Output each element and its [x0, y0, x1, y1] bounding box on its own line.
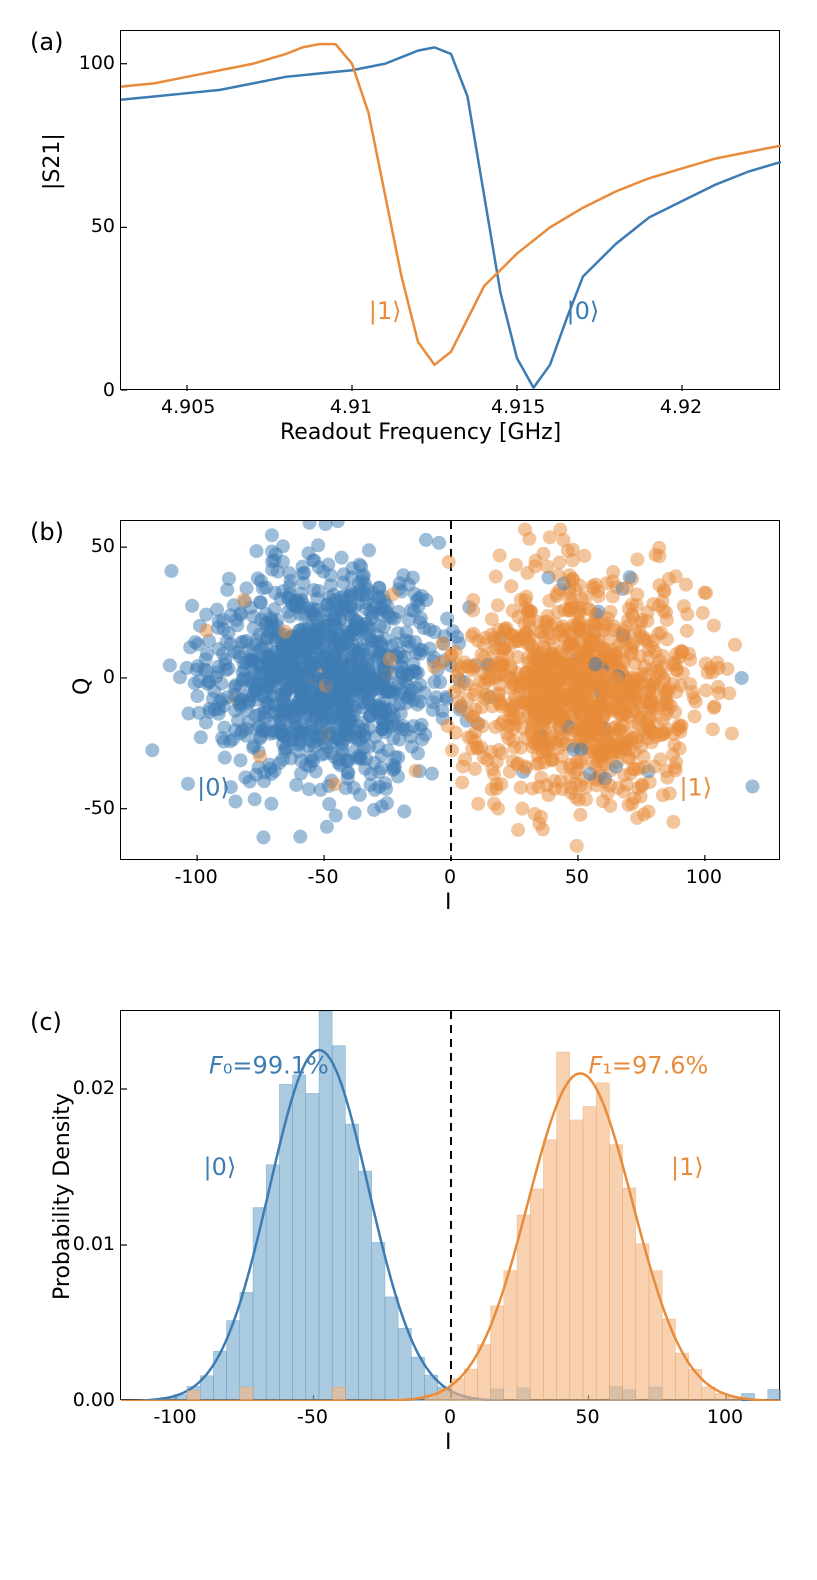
svg-text:|1⟩: |1⟩ [369, 297, 402, 325]
panel-a-xlabel: Readout Frequency [GHz] [280, 420, 561, 445]
panel-b-svg: |0⟩ |1⟩ [121, 521, 781, 861]
panel-c-svg: |0⟩ |1⟩ F₀=99.1% F₁=97.6% [121, 1011, 781, 1401]
svg-text:|1⟩: |1⟩ [679, 774, 712, 802]
panel-b-letter: (b) [30, 518, 64, 546]
panel-a: (a) |0⟩|1⟩ 4.9054.914.9154.92050100 |S21… [20, 20, 797, 450]
svg-text:F₀=99.1%: F₀=99.1% [209, 1051, 329, 1079]
svg-text:|0⟩: |0⟩ [197, 774, 230, 802]
panel-a-ylabel: |S21| [40, 133, 65, 190]
figure-container: (a) |0⟩|1⟩ 4.9054.914.9154.92050100 |S21… [20, 20, 797, 1470]
panel-c-ylabel: Probability Density [50, 1093, 75, 1300]
panel-b-ylabel: Q [70, 678, 95, 695]
panel-c-plot: |0⟩ |1⟩ F₀=99.1% F₁=97.6% [120, 1010, 780, 1400]
panel-a-svg: |0⟩ |1⟩ [121, 31, 781, 391]
svg-text:|0⟩: |0⟩ [204, 1153, 237, 1181]
svg-text:F₁=97.6%: F₁=97.6% [589, 1051, 709, 1079]
svg-text:|1⟩: |1⟩ [671, 1153, 704, 1181]
panel-b: (b) |0⟩|1⟩ -100-50050100-50050 Q I [20, 510, 797, 940]
svg-text:|0⟩: |0⟩ [567, 297, 600, 325]
panel-b-xlabel: I [445, 890, 452, 915]
panel-b-plot: |0⟩ |1⟩ [120, 520, 780, 860]
panel-c-xlabel: I [445, 1430, 452, 1455]
panel-c: (c) |0⟩|1⟩F₀=99.1%F₁=97.6% -100-50050100… [20, 1000, 797, 1470]
panel-c-letter: (c) [30, 1008, 62, 1036]
panel-a-plot: |0⟩ |1⟩ [120, 30, 780, 390]
panel-a-letter: (a) [30, 28, 63, 56]
